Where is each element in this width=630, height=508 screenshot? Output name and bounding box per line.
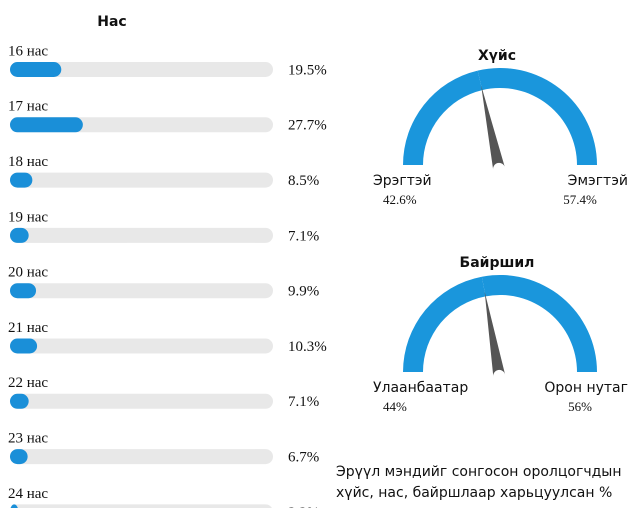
row-label: 23 нас [8,431,48,447]
category-label: Эрэгтэй [373,173,432,189]
row-label: 19 нас [8,209,48,225]
bar [10,172,33,188]
needle [484,291,506,378]
category-label: Орон нутаг [544,380,628,396]
value-label: 27.7% [288,118,327,134]
value-label: 9.9% [288,284,319,300]
bar-track [10,283,273,299]
needle [481,85,505,171]
row-label: 22 нас [8,375,48,391]
bar-track [10,172,273,188]
gauge-arc [403,276,486,372]
row-label: 18 нас [8,154,48,170]
gauge-arc [477,68,597,165]
bar [10,117,83,133]
bar-track [10,62,273,77]
bar-track [11,504,272,508]
bar [10,504,18,508]
category-label: Улаанбаатар [373,380,468,396]
chart-title: Нас [97,14,126,30]
value-label: 56% [568,399,592,414]
bar [10,338,38,354]
bar-track [10,393,273,409]
value-label: 57.4% [563,192,597,207]
gauge-arc [481,275,597,372]
row-label: 24 нас [8,486,48,502]
bar-track [10,338,273,354]
value-label: 8.5% [288,173,319,189]
value-label: 6.7% [288,450,319,466]
gauge-arc [403,70,483,165]
bar-track [10,449,273,465]
value-label: 44% [383,399,407,414]
row-label: 17 нас [8,99,48,115]
value-label: 10.3% [288,339,327,355]
value-label: 3.2% [288,505,319,508]
value-label: 19.5% [288,62,327,78]
value-label: 7.1% [288,394,319,410]
row-label: 16 нас [8,43,48,59]
value-label: 7.1% [288,228,319,244]
chart-title: Байршил [460,255,535,271]
note: Эрүүл мэндийг сонгосон оролцогчдын хүйс,… [336,464,622,501]
bar [10,227,29,243]
row-label: 20 нас [8,265,48,281]
bar [10,62,62,77]
row-label: 21 нас [8,320,48,336]
value-label: 42.6% [383,192,417,207]
bar [10,449,28,465]
bar-track [10,227,273,243]
bar [10,283,37,299]
chart-title: Хүйс [478,48,516,64]
category-label: Эмэгтэй [568,173,628,189]
bar [10,393,29,409]
